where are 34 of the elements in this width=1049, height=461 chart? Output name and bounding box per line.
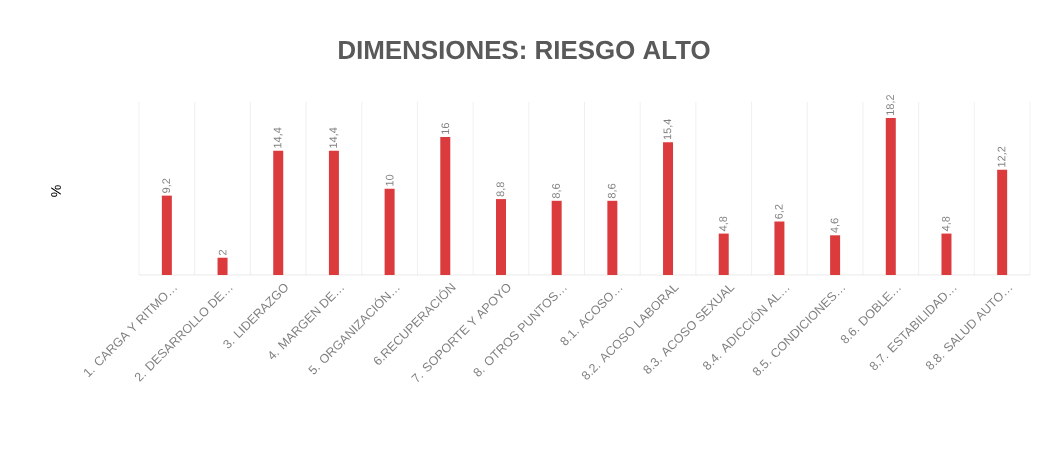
bar — [941, 233, 952, 275]
bar — [328, 150, 339, 275]
bar — [663, 142, 674, 275]
bar — [384, 188, 395, 275]
bar — [718, 233, 729, 275]
data-label: 18,2 — [886, 95, 896, 115]
data-label: 14,4 — [329, 127, 339, 148]
bar — [830, 235, 841, 275]
data-label: 4,6 — [830, 218, 840, 233]
chart-title: DIMENSIONES: RIESGO ALTO — [339, 40, 710, 60]
bar — [607, 200, 618, 275]
bar — [495, 199, 506, 275]
bar — [997, 169, 1008, 275]
data-label: 10 — [385, 174, 394, 186]
bar — [551, 200, 562, 275]
bar — [440, 136, 451, 275]
data-label: 12,2 — [997, 146, 1007, 167]
data-label: 6,2 — [774, 204, 784, 219]
bar — [885, 117, 896, 275]
bar — [273, 150, 284, 275]
data-label: 9,2 — [162, 178, 172, 193]
y-axis-title: % — [51, 185, 61, 197]
data-label: 4,8 — [719, 216, 729, 232]
data-label: 8,8 — [496, 182, 506, 197]
bar — [217, 257, 228, 275]
data-label: 14,4 — [273, 127, 283, 148]
data-label: 16 — [441, 123, 450, 134]
data-label: 8,6 — [607, 183, 617, 199]
data-label: 15,4 — [663, 118, 673, 140]
bar — [774, 221, 785, 275]
data-label: 2 — [218, 250, 227, 255]
bar — [161, 195, 172, 275]
data-label: 8,6 — [552, 183, 562, 199]
data-label: 4,8 — [941, 216, 952, 232]
